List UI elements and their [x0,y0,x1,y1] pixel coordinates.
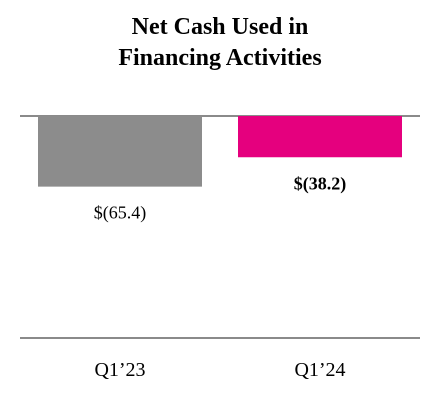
chart-title: Net Cash Used in Financing Activities [0,12,440,74]
chart-title-line-1: Net Cash Used in [131,14,309,40]
x-tick-label-2: Q1’24 [294,359,345,381]
bar-1 [38,116,202,187]
data-label-1: $(65.4) [94,203,147,224]
x-tick-label-1: Q1’23 [94,359,145,381]
bar-2 [238,116,402,158]
chart-title-line-2: Financing Activities [118,45,322,71]
data-label-2: $(38.2) [294,173,347,194]
